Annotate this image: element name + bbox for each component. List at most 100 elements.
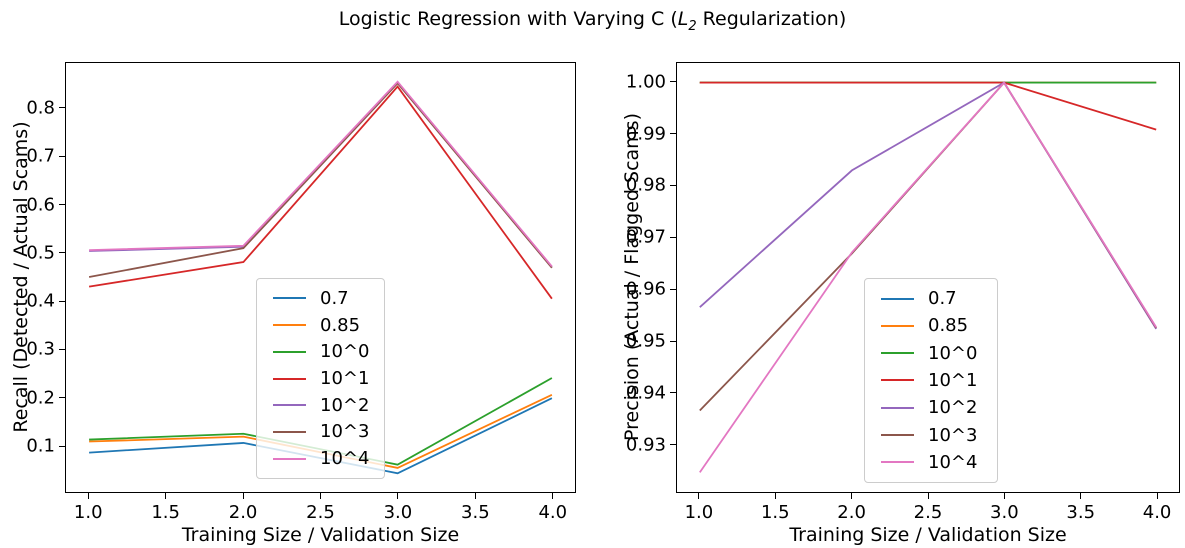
x-tick-label: 3.0 [383, 502, 413, 523]
y-tick-label: 0.96 [625, 278, 666, 300]
x-tick-label: 1.0 [73, 502, 103, 523]
legend-item: 10^0 [873, 340, 987, 367]
figure-title-suffix: Regularization) [696, 8, 847, 30]
y-tick [670, 340, 676, 342]
y-tick-label: 0.8 [26, 97, 55, 119]
y-tick-label: 0.5 [26, 242, 55, 264]
legend-line-swatch [273, 377, 306, 380]
y-tick-label: 0.98 [625, 174, 666, 196]
y-tick-label: 0.93 [625, 434, 666, 456]
legend-item: 10^3 [873, 422, 987, 449]
y-tick-label: 0.94 [625, 382, 666, 404]
x-tick-label: 2.5 [913, 502, 943, 523]
y-tick [59, 252, 65, 254]
legend-item: 0.85 [873, 312, 987, 339]
legend-item: 10^4 [873, 449, 987, 476]
plot-canvas [88, 80, 553, 475]
plot-canvas [699, 81, 1157, 473]
y-tick [59, 348, 65, 350]
legend-item: 0.85 [265, 312, 374, 339]
x-tick [552, 493, 554, 499]
legend-label: 0.7 [320, 287, 349, 309]
y-tick-label: 1.00 [625, 71, 666, 93]
legend-line-swatch [881, 297, 914, 300]
legend-item: 10^1 [265, 365, 374, 392]
x-tick [1003, 493, 1005, 499]
figure-title-var: L2 [677, 8, 697, 34]
legend-label: 10^2 [928, 397, 978, 419]
legend: 0.7 0.85 10^0 10^1 10^2 10^3 10^4 [256, 278, 385, 479]
y-tick [670, 184, 676, 186]
legend-line-swatch [881, 461, 914, 464]
x-tick-label: 2.5 [306, 502, 335, 523]
legend-item: 10^1 [873, 367, 987, 394]
x-tick-label: 2.0 [228, 502, 258, 523]
series-line-10^1 [88, 85, 553, 300]
legend-line-swatch [273, 350, 306, 353]
legend-label: 10^0 [928, 342, 978, 364]
figure-title-prefix: Logistic Regression with Varying C ( [338, 8, 678, 30]
legend-label: 0.85 [320, 314, 361, 336]
x-tick [320, 493, 321, 499]
y-tick [59, 204, 65, 206]
legend-label: 10^1 [928, 369, 978, 391]
legend-line-swatch [881, 324, 914, 327]
y-tick [670, 81, 676, 83]
y-tick-label: 0.4 [26, 290, 55, 312]
y-tick [670, 236, 676, 238]
precision-plot: 0.7 0.85 10^0 10^1 10^2 10^3 10^4 [676, 62, 1180, 493]
legend-item: 10^3 [265, 419, 374, 446]
x-tick [397, 493, 399, 499]
legend-line-swatch [273, 324, 306, 327]
x-axis-label: Training Size / Validation Size [181, 524, 460, 546]
x-tick [1080, 493, 1082, 499]
x-tick-label: 4.0 [1142, 502, 1172, 523]
y-tick-label: 0.2 [26, 387, 55, 409]
y-tick [670, 392, 676, 394]
y-tick [59, 397, 65, 399]
legend-line-swatch [273, 297, 306, 300]
y-tick [670, 444, 676, 446]
legend-label: 10^4 [320, 448, 370, 470]
legend-line-swatch [881, 352, 914, 355]
x-tick [165, 493, 167, 499]
x-tick-label: 1.5 [760, 502, 790, 523]
y-tick-label: 0.97 [625, 226, 666, 248]
legend-label: 10^1 [320, 368, 370, 390]
x-tick [1156, 493, 1158, 499]
legend-label: 10^0 [320, 341, 370, 363]
legend-line-swatch [273, 404, 306, 407]
legend-label: 0.85 [928, 315, 969, 337]
y-tick [59, 107, 65, 109]
x-tick-label: 1.0 [684, 502, 714, 523]
x-tick [927, 493, 929, 499]
x-tick-label: 2.0 [837, 502, 866, 523]
x-tick-label: 3.0 [990, 502, 1019, 523]
x-tick [851, 493, 853, 499]
y-axis-label: Precision (Actual / Flagged Scams) [621, 113, 643, 441]
y-tick-label: 0.1 [26, 435, 55, 457]
legend-label: 10^3 [928, 424, 978, 446]
y-axis-label: Recall (Detected / Actual Scams) [10, 121, 32, 433]
figure-title: Logistic Regression with Varying C (L2 R… [0, 8, 1185, 34]
legend-item: 10^0 [265, 338, 374, 365]
legend-line-swatch [273, 430, 306, 433]
legend-item: 10^2 [265, 392, 374, 419]
x-tick [242, 493, 244, 499]
x-tick [474, 493, 476, 499]
legend-item: 0.7 [265, 285, 374, 312]
y-tick [670, 288, 676, 290]
x-axis-label: Training Size / Validation Size [789, 524, 1067, 546]
y-tick [59, 445, 65, 447]
series-line-10^4 [89, 80, 553, 268]
legend-item: 10^2 [873, 394, 987, 421]
recall-plot: 0.7 0.85 10^0 10^1 10^2 10^3 10^4 [65, 62, 576, 493]
legend-label: 10^3 [320, 421, 370, 443]
y-tick-label: 0.3 [26, 338, 55, 360]
legend-line-swatch [881, 406, 914, 409]
x-tick [698, 493, 700, 499]
x-tick [87, 493, 89, 499]
legend-item: 0.7 [873, 285, 987, 312]
x-tick-label: 1.5 [151, 502, 180, 523]
